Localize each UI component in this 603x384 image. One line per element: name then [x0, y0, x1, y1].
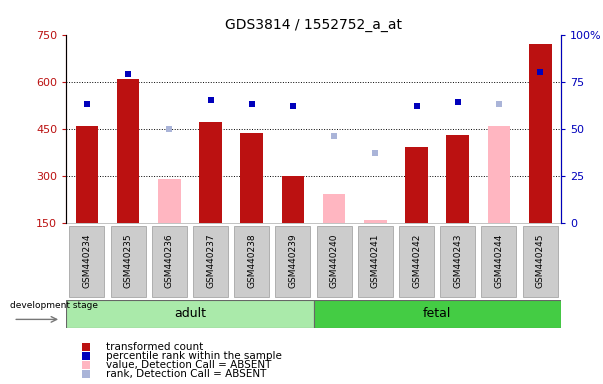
- FancyBboxPatch shape: [110, 226, 146, 297]
- Bar: [199, 122, 222, 223]
- FancyBboxPatch shape: [276, 226, 311, 297]
- Text: GSM440241: GSM440241: [371, 234, 380, 288]
- Text: development stage: development stage: [10, 301, 98, 310]
- Text: percentile rank within the sample: percentile rank within the sample: [106, 351, 282, 361]
- Text: GSM440245: GSM440245: [535, 234, 545, 288]
- Bar: [158, 179, 181, 223]
- Text: value, Detection Call = ABSENT: value, Detection Call = ABSENT: [106, 360, 271, 370]
- Bar: [241, 133, 263, 223]
- Text: GSM440236: GSM440236: [165, 234, 174, 288]
- Text: GSM440242: GSM440242: [412, 234, 421, 288]
- Text: GSM440239: GSM440239: [288, 234, 297, 288]
- FancyBboxPatch shape: [523, 226, 558, 297]
- Text: rank, Detection Call = ABSENT: rank, Detection Call = ABSENT: [106, 369, 267, 379]
- Bar: [488, 126, 510, 223]
- FancyBboxPatch shape: [193, 226, 228, 297]
- FancyBboxPatch shape: [358, 226, 393, 297]
- Bar: [66, 300, 314, 328]
- Text: transformed count: transformed count: [106, 342, 203, 352]
- Bar: [117, 79, 139, 223]
- Text: GSM440235: GSM440235: [124, 234, 133, 288]
- Text: GSM440244: GSM440244: [494, 234, 504, 288]
- Bar: [529, 44, 552, 223]
- FancyBboxPatch shape: [317, 226, 352, 297]
- FancyBboxPatch shape: [234, 226, 270, 297]
- Bar: [75, 126, 98, 223]
- Text: adult: adult: [174, 308, 206, 320]
- Bar: [314, 300, 561, 328]
- Text: GSM440238: GSM440238: [247, 234, 256, 288]
- FancyBboxPatch shape: [440, 226, 475, 297]
- Text: fetal: fetal: [423, 308, 452, 320]
- FancyBboxPatch shape: [69, 226, 104, 297]
- Bar: [405, 147, 428, 223]
- Text: GSM440237: GSM440237: [206, 234, 215, 288]
- Text: GSM440240: GSM440240: [330, 234, 339, 288]
- Bar: [364, 220, 387, 223]
- FancyBboxPatch shape: [481, 226, 517, 297]
- Bar: [282, 176, 305, 223]
- FancyBboxPatch shape: [152, 226, 187, 297]
- Text: GSM440234: GSM440234: [83, 234, 92, 288]
- Bar: [323, 195, 346, 223]
- Text: GSM440243: GSM440243: [453, 234, 463, 288]
- Title: GDS3814 / 1552752_a_at: GDS3814 / 1552752_a_at: [225, 18, 402, 32]
- Bar: [446, 135, 469, 223]
- FancyBboxPatch shape: [399, 226, 434, 297]
